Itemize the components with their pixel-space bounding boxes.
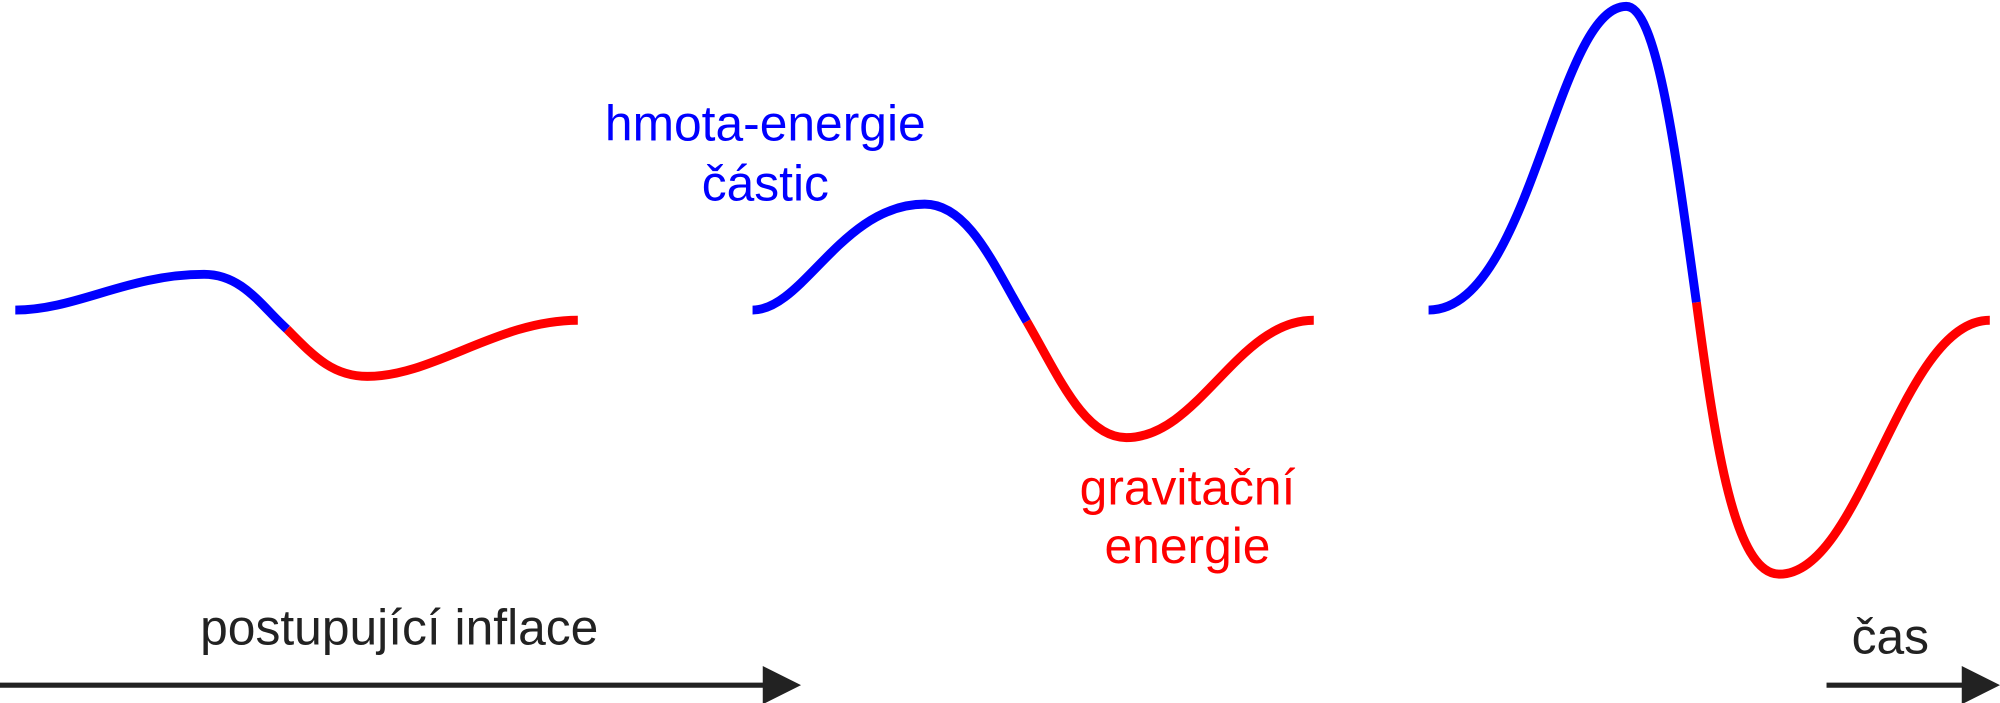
gravity-label: energie: [1105, 518, 1271, 574]
gravity-label: gravitační: [1080, 459, 1296, 515]
gravity-curve: [1022, 315, 1314, 443]
matter-curve: [1428, 1, 1701, 315]
matter-label: hmota-energie: [605, 96, 926, 152]
inflation-label: postupující inflace: [200, 600, 598, 656]
gravity-curve: [283, 315, 578, 381]
arrow-head: [762, 666, 802, 703]
time-label: čas: [1852, 609, 1929, 665]
arrow-head: [1961, 666, 2000, 703]
gravity-curve: [1692, 301, 1991, 579]
matter-label: částic: [702, 156, 829, 212]
matter-curve: [752, 199, 1031, 324]
matter-curve: [15, 269, 290, 333]
